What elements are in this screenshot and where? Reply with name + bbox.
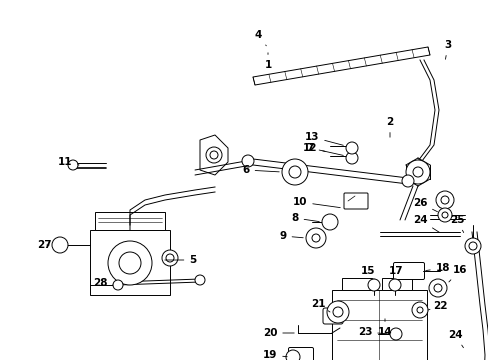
Text: 13: 13 (304, 132, 343, 145)
Circle shape (165, 254, 174, 262)
Text: 6: 6 (242, 165, 279, 175)
Text: 8: 8 (291, 213, 319, 223)
Text: 11: 11 (58, 157, 79, 167)
Text: 27: 27 (37, 240, 51, 250)
Polygon shape (252, 47, 429, 85)
Circle shape (108, 241, 152, 285)
Circle shape (305, 228, 325, 248)
Circle shape (113, 280, 123, 290)
Bar (341, 278, 371, 290)
Text: 2: 2 (386, 117, 393, 137)
Text: 1: 1 (264, 53, 271, 70)
Circle shape (346, 152, 357, 164)
Text: 3: 3 (444, 40, 451, 59)
Circle shape (119, 252, 141, 274)
Circle shape (389, 328, 401, 340)
Text: 19: 19 (262, 350, 286, 360)
Circle shape (440, 196, 448, 204)
Circle shape (205, 147, 222, 163)
Circle shape (282, 159, 307, 185)
Bar (90, 230, 170, 295)
Text: 24: 24 (447, 330, 463, 348)
Text: 14: 14 (377, 319, 391, 337)
Circle shape (321, 214, 337, 230)
Text: 9: 9 (279, 231, 303, 241)
Circle shape (437, 208, 451, 222)
Text: 22: 22 (427, 301, 447, 311)
Circle shape (195, 275, 204, 285)
Text: 7: 7 (305, 143, 325, 153)
Circle shape (411, 302, 427, 318)
Text: 23: 23 (357, 327, 386, 337)
Text: 26: 26 (412, 198, 437, 212)
Circle shape (326, 301, 348, 323)
Circle shape (346, 142, 357, 154)
FancyBboxPatch shape (343, 193, 367, 209)
Text: 28: 28 (93, 278, 113, 288)
Bar (381, 278, 411, 290)
Circle shape (209, 151, 218, 159)
Circle shape (428, 279, 446, 297)
Text: 18: 18 (425, 263, 449, 273)
Circle shape (162, 250, 178, 266)
Circle shape (52, 237, 68, 253)
Circle shape (332, 307, 342, 317)
Circle shape (242, 155, 253, 167)
Text: 12: 12 (302, 143, 343, 156)
Bar (331, 290, 426, 360)
Circle shape (468, 242, 476, 250)
Circle shape (464, 238, 480, 254)
FancyBboxPatch shape (288, 347, 313, 360)
Circle shape (435, 191, 453, 209)
Circle shape (68, 160, 78, 170)
Text: 16: 16 (448, 265, 467, 282)
Text: 21: 21 (310, 299, 329, 312)
Text: 10: 10 (292, 197, 340, 208)
FancyBboxPatch shape (393, 262, 424, 279)
Text: 24: 24 (412, 215, 439, 233)
Circle shape (433, 284, 441, 292)
Text: 4: 4 (254, 30, 266, 46)
Circle shape (285, 350, 299, 360)
Text: 25: 25 (449, 215, 463, 233)
Circle shape (288, 166, 301, 178)
Circle shape (405, 160, 429, 184)
Text: 17: 17 (388, 266, 403, 279)
Text: 15: 15 (360, 266, 374, 279)
Text: 20: 20 (262, 328, 294, 338)
Circle shape (441, 212, 447, 218)
Circle shape (367, 279, 379, 291)
Circle shape (412, 167, 422, 177)
Circle shape (401, 175, 413, 187)
Circle shape (388, 279, 400, 291)
Text: 5: 5 (164, 255, 196, 265)
Circle shape (311, 234, 319, 242)
FancyBboxPatch shape (323, 308, 342, 324)
Circle shape (416, 307, 422, 313)
Bar (95, 212, 164, 230)
